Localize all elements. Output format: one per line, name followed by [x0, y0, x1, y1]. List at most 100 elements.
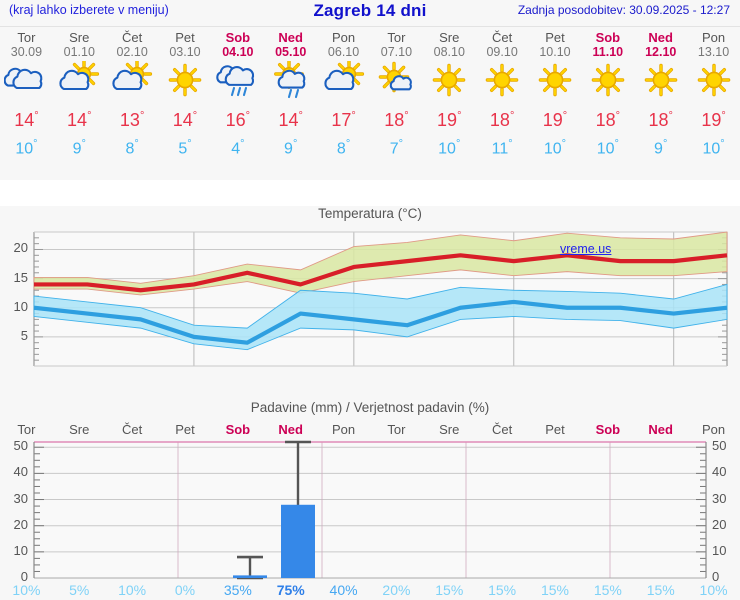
temperature-plot [33, 231, 728, 367]
precipitation-day-label: Ned [648, 422, 673, 437]
precipitation-probability: 0% [174, 582, 196, 598]
degree-symbol: ° [139, 110, 145, 122]
sunny-icon [581, 61, 634, 101]
last-updated: Zadnja posodobitev: 30.09.2025 - 12:27 [517, 3, 730, 17]
day-date: 07.10 [380, 45, 413, 59]
temperature-y-tick: 10 [13, 298, 28, 314]
sunny-icon [687, 61, 740, 101]
day-name: Sob [225, 30, 251, 45]
day-date: 11.10 [592, 45, 624, 59]
min-temperature: 4° [211, 133, 264, 160]
day-name: Sre [69, 30, 90, 45]
precipitation-day-label: Ned [278, 422, 303, 437]
degree-symbol: ° [351, 110, 356, 122]
min-temperature-value: 10 [596, 140, 615, 158]
precipitation-day-label: Sob [595, 422, 621, 437]
day-name: Pet [175, 30, 195, 45]
day-date: 09.10 [486, 45, 518, 59]
precipitation-day-label: Čet [492, 422, 513, 437]
min-temperature-value: 10 [543, 140, 562, 158]
day-column: Pon 13.10 19° 10° [687, 28, 740, 160]
precipitation-y-tick: 40 [712, 464, 727, 480]
precipitation-y-tick: 50 [712, 438, 727, 454]
max-temperature-value: 19 [701, 110, 722, 130]
max-temperature-value: 18 [648, 110, 669, 130]
day-date: 10.10 [539, 45, 571, 59]
max-temperature-value: 18 [489, 110, 510, 130]
max-temperature-value: 16 [225, 110, 246, 130]
day-date: 02.10 [116, 45, 148, 59]
sun-rain-icon [264, 61, 317, 101]
page-header: (kraj lahko izberete v meniju) Zagreb 14… [0, 0, 740, 26]
precipitation-probability: 75% [276, 582, 305, 598]
precipitation-probability: 40% [329, 582, 358, 598]
degree-symbol: ° [455, 138, 461, 150]
max-temperature: 18° [581, 103, 634, 133]
daily-forecast-strip: Tor 30.09 14° 10° Sre 01.10 14° 9° Čet 02.10 13° 8°… [0, 28, 740, 180]
day-date: 05.10 [275, 45, 307, 59]
precipitation-probability: 10% [12, 582, 41, 598]
day-date: 12.10 [645, 45, 677, 59]
precipitation-day-label: Sob [225, 422, 251, 437]
max-temperature-value: 14 [278, 110, 299, 130]
min-temperature: 7° [370, 133, 423, 160]
degree-symbol: ° [87, 110, 92, 122]
sunny-icon [423, 61, 476, 101]
min-temperature-value: 5 [178, 140, 188, 158]
min-temperature: 9° [634, 133, 687, 160]
degree-symbol: ° [721, 110, 726, 122]
degree-symbol: ° [192, 110, 198, 122]
degree-symbol: ° [457, 110, 462, 122]
degree-symbol: ° [508, 138, 513, 150]
min-temperature: 5° [159, 133, 212, 160]
degree-symbol: ° [292, 138, 298, 150]
precipitation-probability: 35% [223, 582, 252, 598]
min-temperature-value: 4 [231, 140, 241, 158]
day-column: Tor 30.09 14° 10° [0, 28, 53, 160]
day-column: Ned 05.10 14° 9° [264, 28, 317, 160]
sunny-icon [634, 61, 687, 101]
partly-sunny-icon [106, 61, 159, 101]
max-temperature-value: 17 [331, 110, 352, 130]
cloudy-icon [0, 61, 53, 101]
min-temperature-value: 7 [389, 140, 399, 158]
max-temperature: 19° [529, 103, 582, 133]
max-temperature-value: 14 [172, 110, 193, 130]
day-name: Čet [492, 30, 513, 45]
max-temperature-value: 18 [595, 110, 616, 130]
precipitation-y-tick: 40 [13, 464, 28, 480]
day-date: 13.10 [697, 45, 730, 59]
min-temperature: 10° [687, 133, 740, 160]
precipitation-day-label: Pet [545, 422, 565, 437]
section-gap [0, 180, 740, 206]
page-title: Zagreb 14 dni [313, 1, 427, 20]
precipitation-probability: 10% [118, 582, 147, 598]
degree-symbol: ° [404, 110, 409, 122]
day-column: Ned 12.10 18° 9° [634, 28, 687, 160]
day-column: Čet 09.10 18° 11° [476, 28, 529, 160]
max-temperature-value: 18 [384, 110, 405, 130]
degree-symbol: ° [134, 138, 139, 150]
day-name: Čet [122, 30, 143, 45]
precipitation-probability: 15% [435, 582, 464, 598]
degree-symbol: ° [668, 110, 673, 122]
max-temperature: 16° [211, 103, 264, 133]
menu-hint: (kraj lahko izberete v meniju) [9, 3, 169, 17]
degree-symbol: ° [662, 138, 668, 150]
degree-symbol: ° [81, 138, 86, 150]
max-temperature: 14° [53, 103, 106, 133]
precipitation-day-label: Pon [701, 422, 726, 437]
day-date: 03.10 [169, 45, 201, 59]
sun-cloud-icon [370, 61, 423, 101]
degree-symbol: ° [245, 110, 251, 122]
min-temperature-value: 10 [15, 140, 34, 158]
max-temperature: 18° [634, 103, 687, 133]
precipitation-day-label: Tor [17, 422, 36, 437]
day-date: 04.10 [222, 45, 254, 59]
sunny-icon [529, 61, 582, 101]
min-temperature: 10° [529, 133, 582, 160]
vreme-watermark[interactable]: vreme.us [560, 242, 612, 256]
day-column: Pet 10.10 19° 10° [529, 28, 582, 160]
temperature-y-tick: 20 [13, 240, 28, 256]
precipitation-y-tick: 30 [13, 490, 28, 506]
